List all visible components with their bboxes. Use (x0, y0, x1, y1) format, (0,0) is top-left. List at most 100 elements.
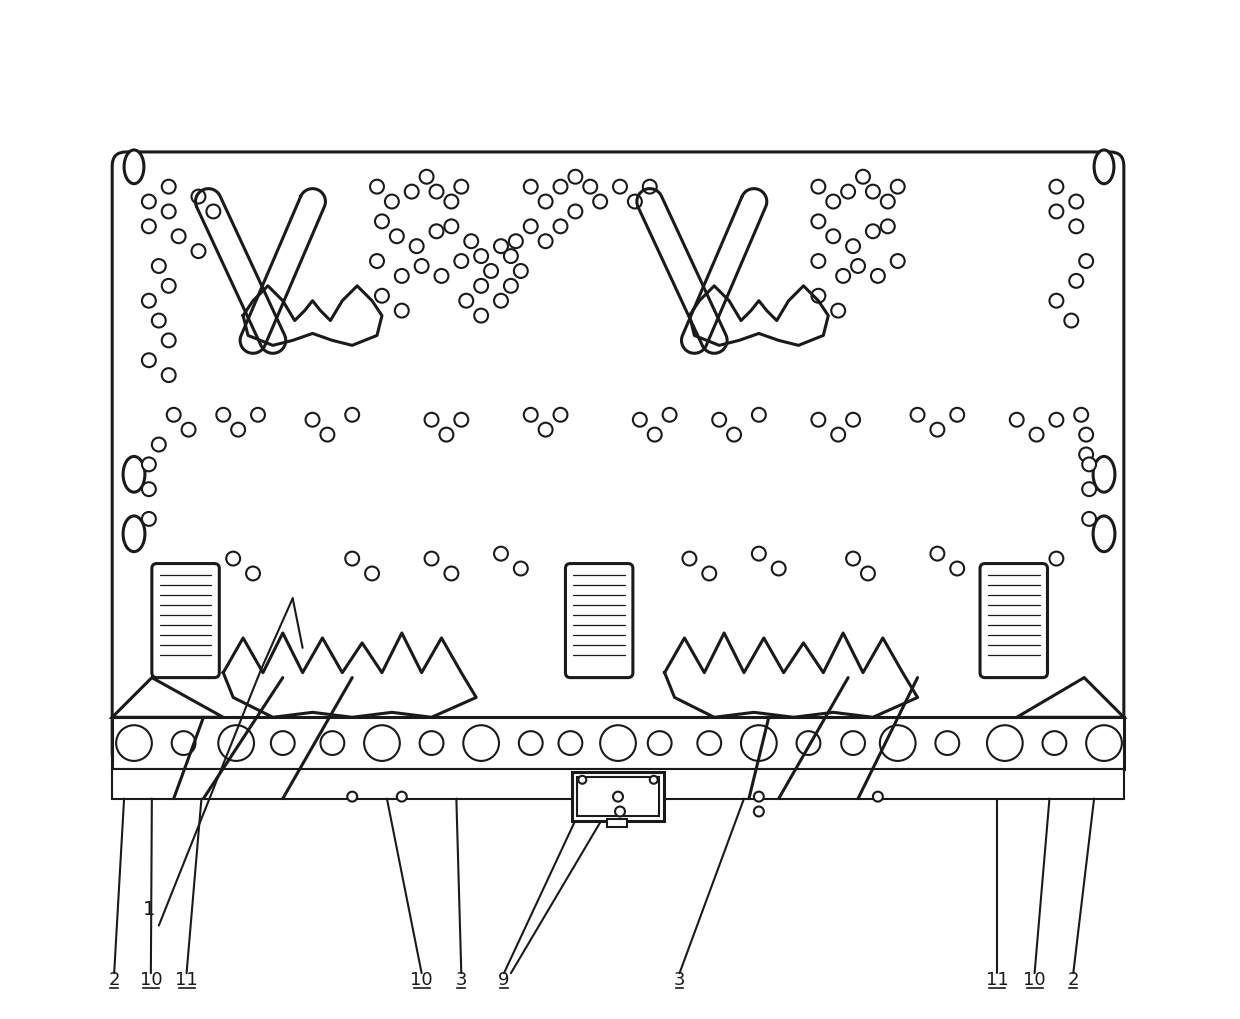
Circle shape (605, 731, 631, 756)
Circle shape (1043, 732, 1066, 755)
Circle shape (727, 428, 742, 442)
Text: 10: 10 (140, 970, 162, 988)
Circle shape (223, 731, 249, 756)
Ellipse shape (123, 517, 145, 552)
Circle shape (662, 409, 677, 422)
Circle shape (940, 736, 955, 751)
Circle shape (811, 180, 826, 195)
Circle shape (771, 562, 786, 576)
Circle shape (191, 191, 206, 205)
Circle shape (444, 220, 459, 234)
Circle shape (1086, 726, 1122, 761)
Circle shape (161, 369, 176, 383)
Circle shape (870, 270, 885, 283)
Circle shape (697, 732, 722, 755)
Circle shape (880, 220, 895, 234)
Circle shape (384, 196, 399, 209)
Circle shape (1091, 731, 1117, 756)
Circle shape (632, 414, 647, 427)
Circle shape (141, 220, 156, 234)
Circle shape (987, 726, 1023, 761)
Circle shape (1083, 513, 1096, 527)
Circle shape (846, 736, 861, 751)
Circle shape (347, 792, 357, 802)
Circle shape (370, 180, 384, 195)
Circle shape (1049, 205, 1064, 219)
FancyBboxPatch shape (980, 564, 1048, 678)
Circle shape (538, 423, 553, 437)
Circle shape (1083, 458, 1096, 472)
Text: 2: 2 (108, 970, 120, 988)
Ellipse shape (1094, 726, 1114, 759)
Circle shape (469, 731, 494, 756)
Circle shape (141, 354, 156, 368)
Circle shape (305, 414, 320, 427)
Text: 11: 11 (175, 970, 198, 988)
Circle shape (370, 255, 384, 269)
Circle shape (270, 732, 295, 755)
Circle shape (206, 205, 221, 219)
Circle shape (712, 414, 727, 427)
Circle shape (627, 196, 642, 209)
Circle shape (1049, 414, 1064, 427)
Circle shape (647, 428, 662, 442)
Circle shape (464, 235, 479, 249)
Circle shape (851, 260, 866, 274)
Circle shape (578, 776, 587, 784)
Circle shape (950, 409, 965, 422)
Circle shape (846, 240, 861, 254)
Circle shape (151, 260, 166, 274)
Circle shape (880, 726, 915, 761)
Circle shape (320, 732, 345, 755)
Circle shape (444, 196, 459, 209)
Circle shape (474, 250, 489, 264)
Circle shape (494, 547, 508, 561)
Circle shape (141, 513, 156, 527)
Ellipse shape (533, 719, 563, 765)
Circle shape (811, 255, 826, 269)
Circle shape (836, 270, 851, 283)
Circle shape (231, 423, 246, 437)
Circle shape (801, 736, 816, 751)
Bar (608, 819, 627, 827)
Circle shape (508, 235, 523, 249)
Circle shape (181, 423, 196, 437)
Bar (112, 769, 1123, 799)
Circle shape (216, 409, 231, 422)
Text: 2: 2 (1068, 970, 1079, 988)
Ellipse shape (1094, 517, 1115, 552)
Circle shape (1069, 196, 1084, 209)
Ellipse shape (1094, 151, 1114, 184)
Circle shape (439, 428, 454, 442)
Circle shape (141, 483, 156, 496)
Circle shape (613, 180, 627, 195)
Circle shape (161, 205, 176, 219)
Circle shape (910, 409, 925, 422)
Circle shape (117, 726, 151, 761)
Circle shape (930, 547, 945, 561)
Circle shape (171, 230, 186, 244)
Circle shape (513, 265, 528, 278)
Circle shape (746, 731, 771, 756)
Circle shape (811, 414, 826, 427)
Circle shape (404, 185, 419, 200)
Circle shape (419, 170, 434, 184)
Circle shape (374, 289, 389, 304)
Circle shape (553, 409, 568, 422)
Ellipse shape (1094, 457, 1115, 492)
Circle shape (751, 547, 766, 561)
Circle shape (647, 732, 672, 755)
Circle shape (151, 438, 166, 452)
Circle shape (702, 736, 717, 751)
Circle shape (320, 428, 335, 442)
Circle shape (484, 265, 498, 278)
Circle shape (1079, 428, 1094, 442)
Circle shape (419, 732, 444, 755)
Circle shape (613, 792, 622, 802)
Bar (112, 717, 1123, 769)
Circle shape (811, 215, 826, 229)
Circle shape (424, 414, 439, 427)
Circle shape (742, 726, 776, 761)
Circle shape (930, 423, 945, 437)
Circle shape (873, 792, 883, 802)
